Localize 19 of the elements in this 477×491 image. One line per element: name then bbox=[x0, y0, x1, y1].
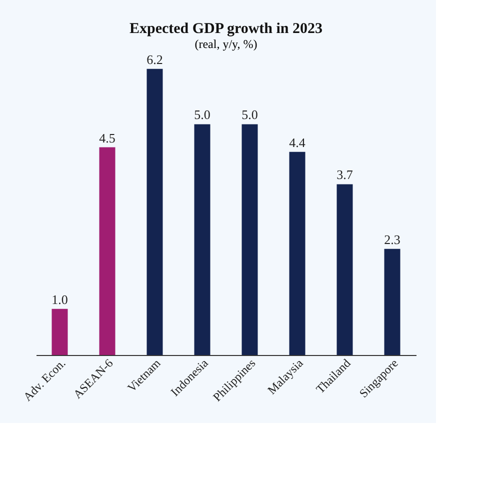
data-label: 4.4 bbox=[289, 134, 306, 150]
bar bbox=[242, 124, 258, 355]
data-label: 4.5 bbox=[99, 130, 116, 146]
bar bbox=[52, 308, 68, 355]
bar bbox=[384, 248, 400, 355]
chart-subtitle: (real, y/y, %) bbox=[194, 36, 258, 51]
bar bbox=[194, 124, 210, 355]
data-label: 1.0 bbox=[52, 292, 68, 307]
bar bbox=[146, 68, 163, 355]
bar bbox=[289, 152, 306, 355]
bar bbox=[99, 147, 116, 355]
chart-title: Expected GDP growth in 2023 bbox=[129, 20, 323, 37]
bar bbox=[336, 184, 353, 355]
data-label: 3.7 bbox=[336, 167, 354, 182]
data-label: 2.3 bbox=[384, 232, 400, 247]
data-label: 5.0 bbox=[194, 107, 210, 122]
data-label: 5.0 bbox=[242, 107, 258, 122]
x-tick-label: Adv. Econ. bbox=[20, 356, 68, 404]
data-label: 6.2 bbox=[146, 52, 163, 67]
